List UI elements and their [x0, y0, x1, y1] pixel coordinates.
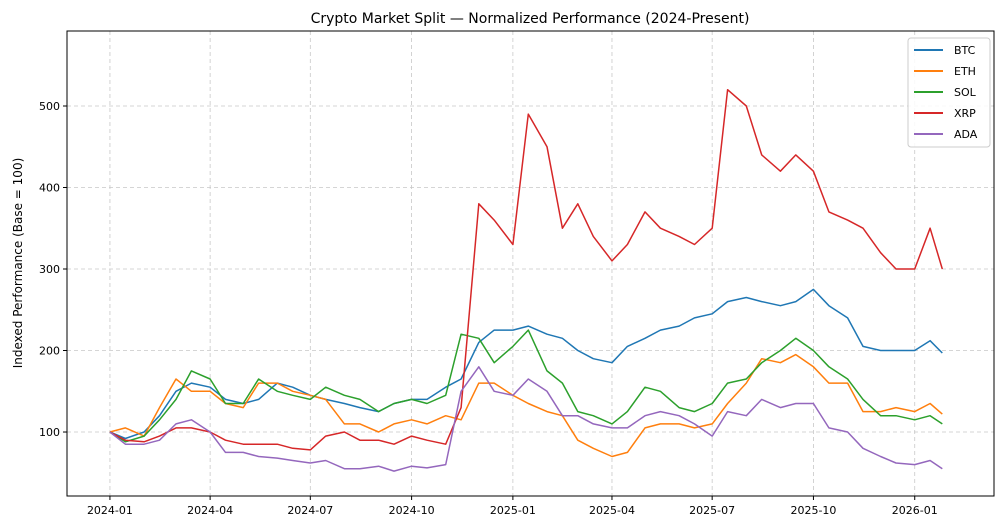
x-tick-label: 2025-07	[689, 504, 735, 517]
y-tick-label: 400	[39, 181, 60, 194]
legend-label-sol: SOL	[954, 86, 977, 99]
x-tick-label: 2024-10	[389, 504, 435, 517]
x-tick-label: 2025-10	[790, 504, 836, 517]
y-axis-label: Indexed Performance (Base = 100)	[11, 158, 25, 369]
x-tick-label: 2024-04	[187, 504, 233, 517]
series-line-ada	[109, 366, 943, 472]
legend-label-xrp: XRP	[954, 107, 976, 120]
legend-label-eth: ETH	[954, 65, 976, 78]
y-tick-label: 300	[39, 263, 60, 276]
series-lines	[109, 88, 944, 472]
legend-label-ada: ADA	[954, 128, 978, 141]
series-line-eth	[109, 353, 943, 458]
legend-box	[907, 37, 991, 148]
axis-ticks: 2024-01 2024-04 2024-07 2024-10 2025-01 2025-…	[39, 100, 938, 517]
legend-label-btc: BTC	[954, 44, 976, 57]
x-tick-label: 2026-01	[892, 504, 938, 517]
legend: BTC ETH SOL XRP ADA	[907, 37, 991, 148]
x-tick-label: 2024-01	[87, 504, 133, 517]
x-tick-label: 2025-01	[490, 504, 536, 517]
series-line-xrp	[109, 88, 944, 451]
y-tick-label: 200	[39, 345, 60, 358]
x-tick-label: 2025-04	[589, 504, 635, 517]
y-tick-label: 500	[39, 100, 60, 113]
series-line-sol	[109, 329, 943, 443]
x-tick-label: 2024-07	[287, 504, 333, 517]
series-line-btc	[109, 288, 943, 440]
grid	[67, 31, 994, 496]
chart-title: Crypto Market Split — Normalized Perform…	[311, 11, 750, 27]
y-tick-label: 100	[39, 426, 60, 439]
plot-frame	[66, 30, 995, 497]
